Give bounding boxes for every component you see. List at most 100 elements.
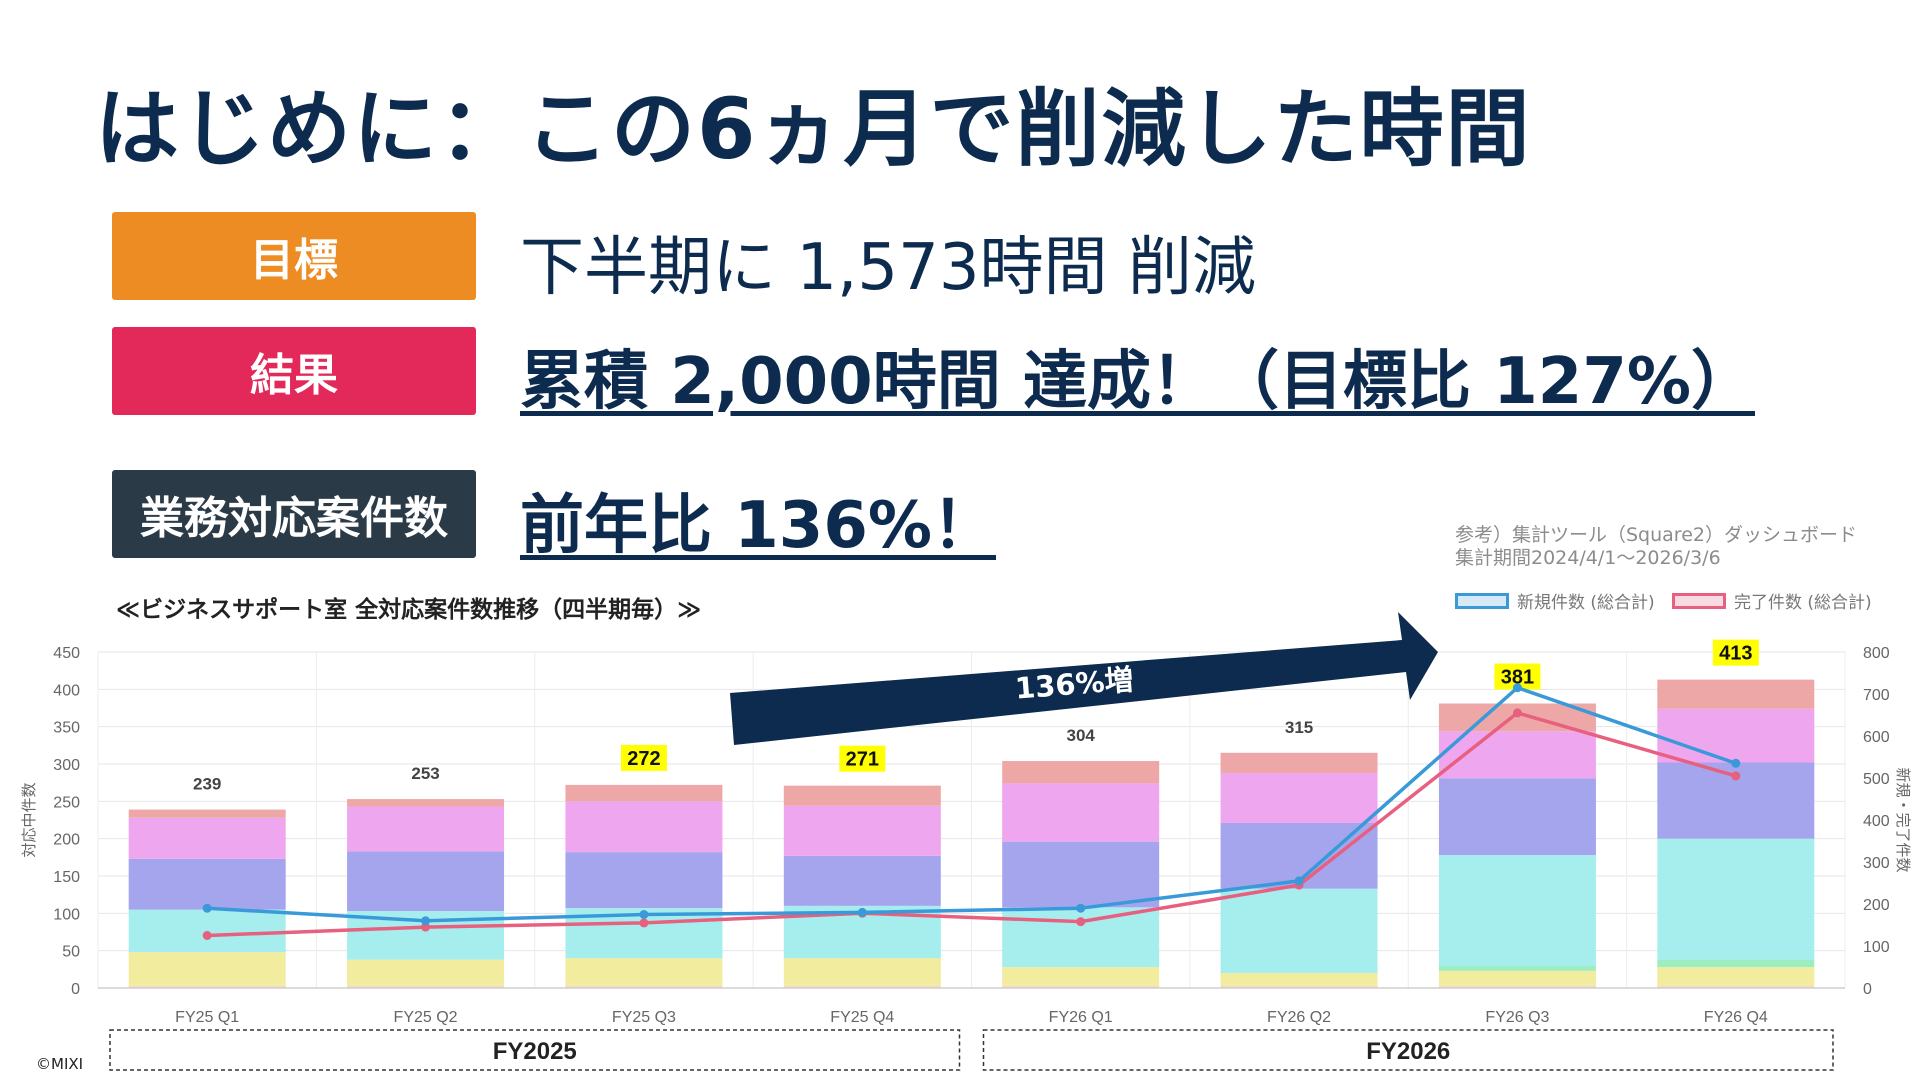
total-highlight (1712, 639, 1759, 666)
bar-segment (783, 985, 941, 988)
goal-label-text: 目標 (250, 235, 338, 286)
bar-segment (783, 958, 941, 986)
done-cases-point (1512, 708, 1522, 718)
cases-label-text: 業務対応案件数 (140, 493, 448, 544)
bar-segment (1438, 965, 1596, 971)
bar-segment (128, 858, 286, 910)
legend-done-swatch (1672, 592, 1726, 609)
y-tick-right: 500 (1863, 771, 1890, 788)
y-tick-left: 300 (53, 757, 80, 774)
bar-segment (128, 809, 286, 818)
new-cases-point (1294, 876, 1304, 886)
bar-segment (1657, 838, 1815, 960)
bar-segment (1657, 967, 1815, 986)
bar-total-label: 253 (411, 764, 439, 783)
x-tick-label: FY25 Q1 (175, 1009, 239, 1026)
bar-segment (128, 985, 286, 988)
result-text: 累積 2,000時間 達成！（目標比 127%） (520, 345, 1755, 419)
goal-label: 目標 (112, 212, 476, 300)
y-tick-left: 250 (53, 794, 80, 811)
goal-text: 下半期に 1,573時間 削減 (520, 231, 1256, 305)
bar-segment (783, 855, 941, 906)
bar-segment (1438, 970, 1596, 986)
result-label: 結果 (112, 327, 476, 415)
y-axis-label-left: 対応中件数 (20, 782, 38, 857)
y-tick-left: 350 (53, 720, 80, 737)
done-cases-point (1731, 771, 1741, 781)
bar-segment (565, 985, 723, 988)
legend-new-label: 新規件数 (総合計) (1517, 593, 1655, 613)
result-label-text: 結果 (250, 350, 338, 401)
chart-title: ≪ビジネスサポート室 全対応案件数推移（四半期毎）≫ (116, 597, 702, 623)
new-cases-point (639, 910, 649, 919)
bar-segment (1220, 973, 1378, 986)
bar-segment (1220, 772, 1378, 823)
y-tick-left: 150 (53, 869, 80, 886)
reference-line-2: 集計期間2024/4/1～2026/3/6 (1455, 547, 1721, 569)
bar-segment (128, 952, 286, 986)
y-tick-left: 100 (53, 906, 80, 923)
done-cases-point (639, 918, 649, 928)
bar-segment (1657, 985, 1815, 988)
bar-segment (1220, 888, 1378, 974)
x-tick-label: FY26 Q4 (1704, 1009, 1768, 1026)
done-cases-line (207, 711, 1737, 938)
total-highlight (839, 745, 886, 772)
bar-segment (1002, 761, 1160, 784)
bar-segment (1657, 959, 1815, 968)
new-cases-point (1076, 903, 1086, 913)
growth-arrow-shape (730, 612, 1438, 745)
bar-segment (565, 958, 723, 986)
new-cases-point (202, 903, 212, 913)
x-tick-label: FY26 Q1 (1049, 1009, 1113, 1026)
cases-label: 業務対応案件数 (112, 470, 476, 558)
bar-segment (347, 806, 505, 852)
bar-total-label: 413 (1719, 643, 1752, 665)
y-tick-left: 400 (53, 682, 80, 699)
bar-segment (1657, 708, 1815, 763)
bar-segment (128, 909, 286, 953)
legend-done: 完了件数 (総合計) (1672, 588, 1872, 613)
y-tick-right: 200 (1863, 897, 1890, 914)
group-bracket (109, 1029, 961, 1071)
bar-total-label: 315 (1285, 718, 1313, 737)
bar-segment (347, 985, 505, 988)
bar-segment (565, 852, 723, 909)
y-tick-right: 800 (1863, 645, 1890, 662)
bar-segment (1002, 985, 1160, 988)
bar-segment (1657, 679, 1815, 709)
bar-segment (1438, 985, 1596, 988)
bar-segment (565, 801, 723, 853)
bar-segment (347, 959, 505, 986)
legend-new: 新規件数 (総合計) (1455, 588, 1655, 613)
done-cases-point (1076, 917, 1086, 927)
x-tick-label: FY25 Q3 (612, 1009, 676, 1026)
copyright: ©MIXI (36, 1055, 84, 1073)
bar-segment (565, 784, 723, 802)
x-tick-label: FY26 Q2 (1267, 1009, 1331, 1026)
bar-segment (783, 785, 941, 806)
bar-total-label: 304 (1067, 726, 1096, 745)
reference-line-1: 参考）集計ツール（Square2）ダッシュボード (1455, 524, 1857, 546)
y-tick-right: 700 (1863, 687, 1890, 704)
legend-new-swatch (1455, 592, 1509, 609)
bar-segment (347, 799, 505, 807)
x-tick-label: FY26 Q3 (1485, 1009, 1549, 1026)
bar-total-label: 381 (1501, 667, 1534, 689)
done-cases-point (202, 931, 212, 940)
new-cases-line (207, 685, 1737, 923)
bar-segment (1002, 841, 1160, 908)
new-cases-point (1512, 683, 1522, 693)
x-tick-label: FY25 Q2 (394, 1009, 458, 1026)
y-tick-right: 100 (1863, 939, 1890, 956)
y-tick-right: 600 (1863, 729, 1890, 746)
bar-total-label: 272 (627, 748, 660, 770)
bar-segment (1438, 778, 1596, 856)
total-highlight (620, 744, 667, 771)
bar-segment (1002, 967, 1160, 986)
done-cases-point (421, 922, 431, 932)
bar-total-label: 271 (846, 749, 879, 771)
bar-segment (128, 817, 286, 859)
x-tick-label: FY25 Q4 (830, 1009, 894, 1026)
